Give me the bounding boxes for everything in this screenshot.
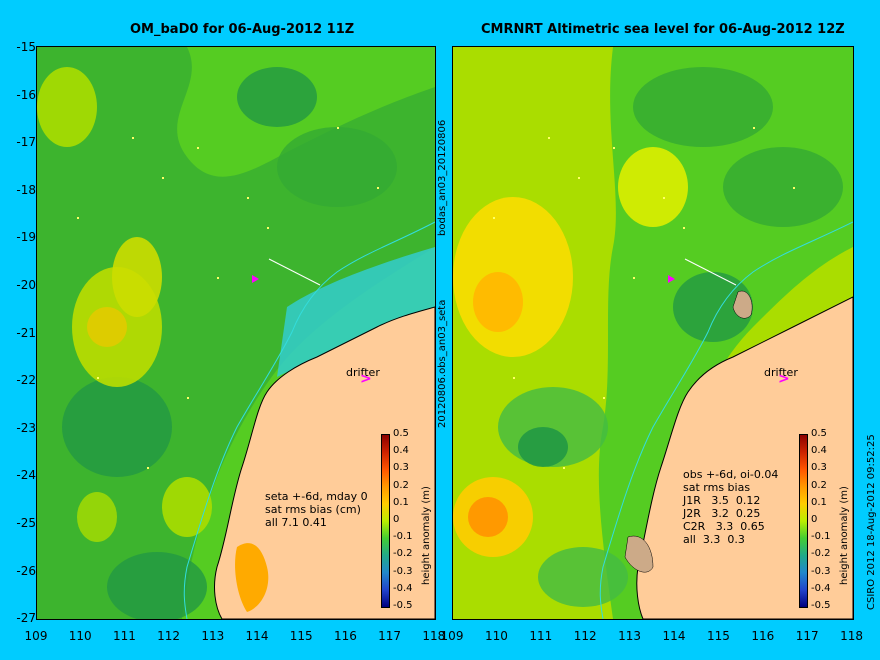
left-drifter-arrow: > xyxy=(360,371,372,387)
colorbar-tick: 0.2 xyxy=(393,479,409,491)
y-tick-label: -27 xyxy=(16,611,36,626)
colorbar-tick: 0.4 xyxy=(811,445,827,457)
y-tick-label: -23 xyxy=(16,420,36,435)
right-panel-title: CMRNRT Altimetric sea level for 06-Aug-2… xyxy=(481,22,845,37)
y-tick-label: -15 xyxy=(16,40,36,54)
y-tick-label: -16 xyxy=(16,87,36,102)
right-map-panel xyxy=(452,46,854,620)
x-tick-label: 117 xyxy=(378,629,402,643)
left-map xyxy=(37,47,435,619)
left-map-panel xyxy=(36,46,436,620)
x-tick-label: 109 xyxy=(24,629,48,643)
x-tick-label: 112 xyxy=(157,629,181,643)
x-tick-label: 116 xyxy=(751,629,775,643)
y-tick-label: -21 xyxy=(16,325,36,340)
middle-caption-bottom: 20120806.obs_an03_seta xyxy=(437,299,448,428)
colorbar-tick: -0.4 xyxy=(811,582,831,594)
left-drifter-label: drifter xyxy=(346,366,380,379)
x-tick-label: 111 xyxy=(529,629,553,643)
x-tick-label: 113 xyxy=(618,629,642,643)
y-tick-label: -25 xyxy=(16,516,36,530)
y-tick-label: -20 xyxy=(16,278,36,292)
x-tick-label: 109 xyxy=(440,629,464,643)
x-tick-label: 118 xyxy=(840,629,864,643)
x-tick-label: 114 xyxy=(662,629,686,643)
x-tick-label: 111 xyxy=(112,629,136,643)
x-tick-label: 110 xyxy=(68,629,92,643)
colorbar-tick: -0.4 xyxy=(393,582,413,594)
colorbar-tick: -0.5 xyxy=(811,600,831,611)
right-colorbar-label: height anomaly (m) xyxy=(839,486,850,585)
x-tick-label: 110 xyxy=(484,629,508,643)
y-tick-label: -18 xyxy=(16,182,36,197)
left-colorbar xyxy=(381,434,390,608)
colorbar-tick: 0.3 xyxy=(811,462,827,474)
colorbar-tick: 0.4 xyxy=(393,445,409,457)
colorbar-tick: -0.1 xyxy=(393,531,413,543)
y-tick-label: -19 xyxy=(16,230,36,245)
y-tick-label: -17 xyxy=(16,135,36,150)
colorbar-tick: 0.2 xyxy=(811,479,827,491)
right-colorbar xyxy=(799,434,808,608)
x-tick-label: 115 xyxy=(289,629,313,643)
colorbar-tick: 0.1 xyxy=(811,496,827,508)
y-tick-label: -26 xyxy=(16,563,36,578)
colorbar-tick: -0.3 xyxy=(393,565,413,577)
right-caption: CSIRO 2012 18-Aug-2012 09:52:25 xyxy=(866,434,877,610)
x-tick-label: 114 xyxy=(245,629,269,643)
colorbar-tick: -0.1 xyxy=(811,531,831,543)
left-panel-title: OM_baD0 for 06-Aug-2012 11Z xyxy=(130,22,355,37)
colorbar-tick: 0 xyxy=(393,514,400,525)
right-drifter-label: drifter xyxy=(764,366,798,379)
x-tick-label: 118 xyxy=(422,629,446,643)
x-tick-label: 115 xyxy=(706,629,730,643)
colorbar-tick: 0.5 xyxy=(393,428,409,439)
colorbar-tick: -0.5 xyxy=(393,600,413,611)
colorbar-tick: 0 xyxy=(811,514,818,525)
right-drifter-arrow: > xyxy=(778,371,790,387)
left-stats: seta +-6d, mday 0 sat rms bias (cm) all … xyxy=(265,490,368,529)
colorbar-tick: 0.1 xyxy=(393,496,409,508)
right-stats: obs +-6d, oi-0.04 sat rms bias J1R 3.5 0… xyxy=(683,468,779,546)
middle-caption-top: bodas_an03_20120806 xyxy=(437,119,448,236)
left-colorbar-label: height anomaly (m) xyxy=(421,486,432,585)
x-tick-label: 116 xyxy=(333,629,357,643)
colorbar-tick: -0.2 xyxy=(811,548,831,560)
x-tick-label: 112 xyxy=(573,629,597,643)
colorbar-tick: -0.2 xyxy=(393,548,413,560)
y-tick-label: -24 xyxy=(16,468,36,483)
colorbar-tick: -0.3 xyxy=(811,565,831,577)
right-map xyxy=(453,47,853,619)
colorbar-tick: 0.5 xyxy=(811,428,827,439)
y-tick-label: -22 xyxy=(16,373,36,388)
colorbar-tick: 0.3 xyxy=(393,462,409,474)
x-tick-label: 117 xyxy=(795,629,819,643)
x-tick-label: 113 xyxy=(201,629,225,643)
